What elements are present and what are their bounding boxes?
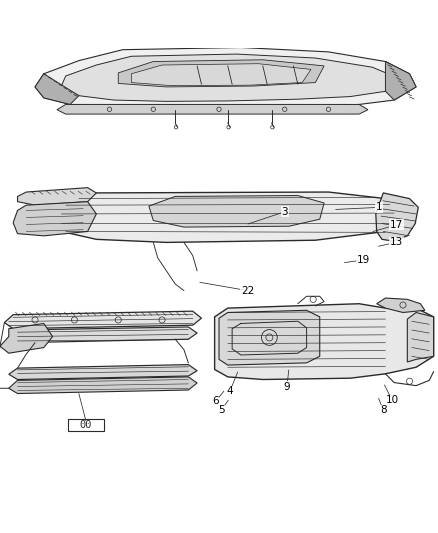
Text: 4: 4 [226,386,233,397]
Polygon shape [18,188,96,205]
Text: 3: 3 [281,207,288,217]
Polygon shape [57,104,368,114]
Polygon shape [9,327,197,343]
Text: 8: 8 [380,405,387,415]
Polygon shape [9,365,197,379]
Text: 10: 10 [385,395,399,405]
Polygon shape [35,47,416,110]
Polygon shape [219,310,320,365]
Polygon shape [377,298,425,312]
Text: 22: 22 [241,286,254,296]
Polygon shape [149,196,324,227]
Polygon shape [118,60,324,87]
Text: 1: 1 [375,203,382,212]
Text: 17: 17 [390,220,403,230]
Text: 00: 00 [80,420,92,430]
Polygon shape [0,324,53,353]
Polygon shape [13,201,96,236]
Polygon shape [407,312,434,362]
Polygon shape [131,64,311,86]
Polygon shape [376,193,418,241]
Text: 19: 19 [357,255,370,265]
Text: 13: 13 [390,237,403,247]
Text: 9: 9 [283,382,290,392]
Text: 6: 6 [212,397,219,406]
Polygon shape [215,304,434,379]
Polygon shape [4,311,201,329]
Polygon shape [61,54,399,101]
Polygon shape [9,377,197,393]
Text: 5: 5 [218,405,225,415]
Polygon shape [57,192,394,243]
Polygon shape [385,61,416,100]
Polygon shape [35,74,79,104]
